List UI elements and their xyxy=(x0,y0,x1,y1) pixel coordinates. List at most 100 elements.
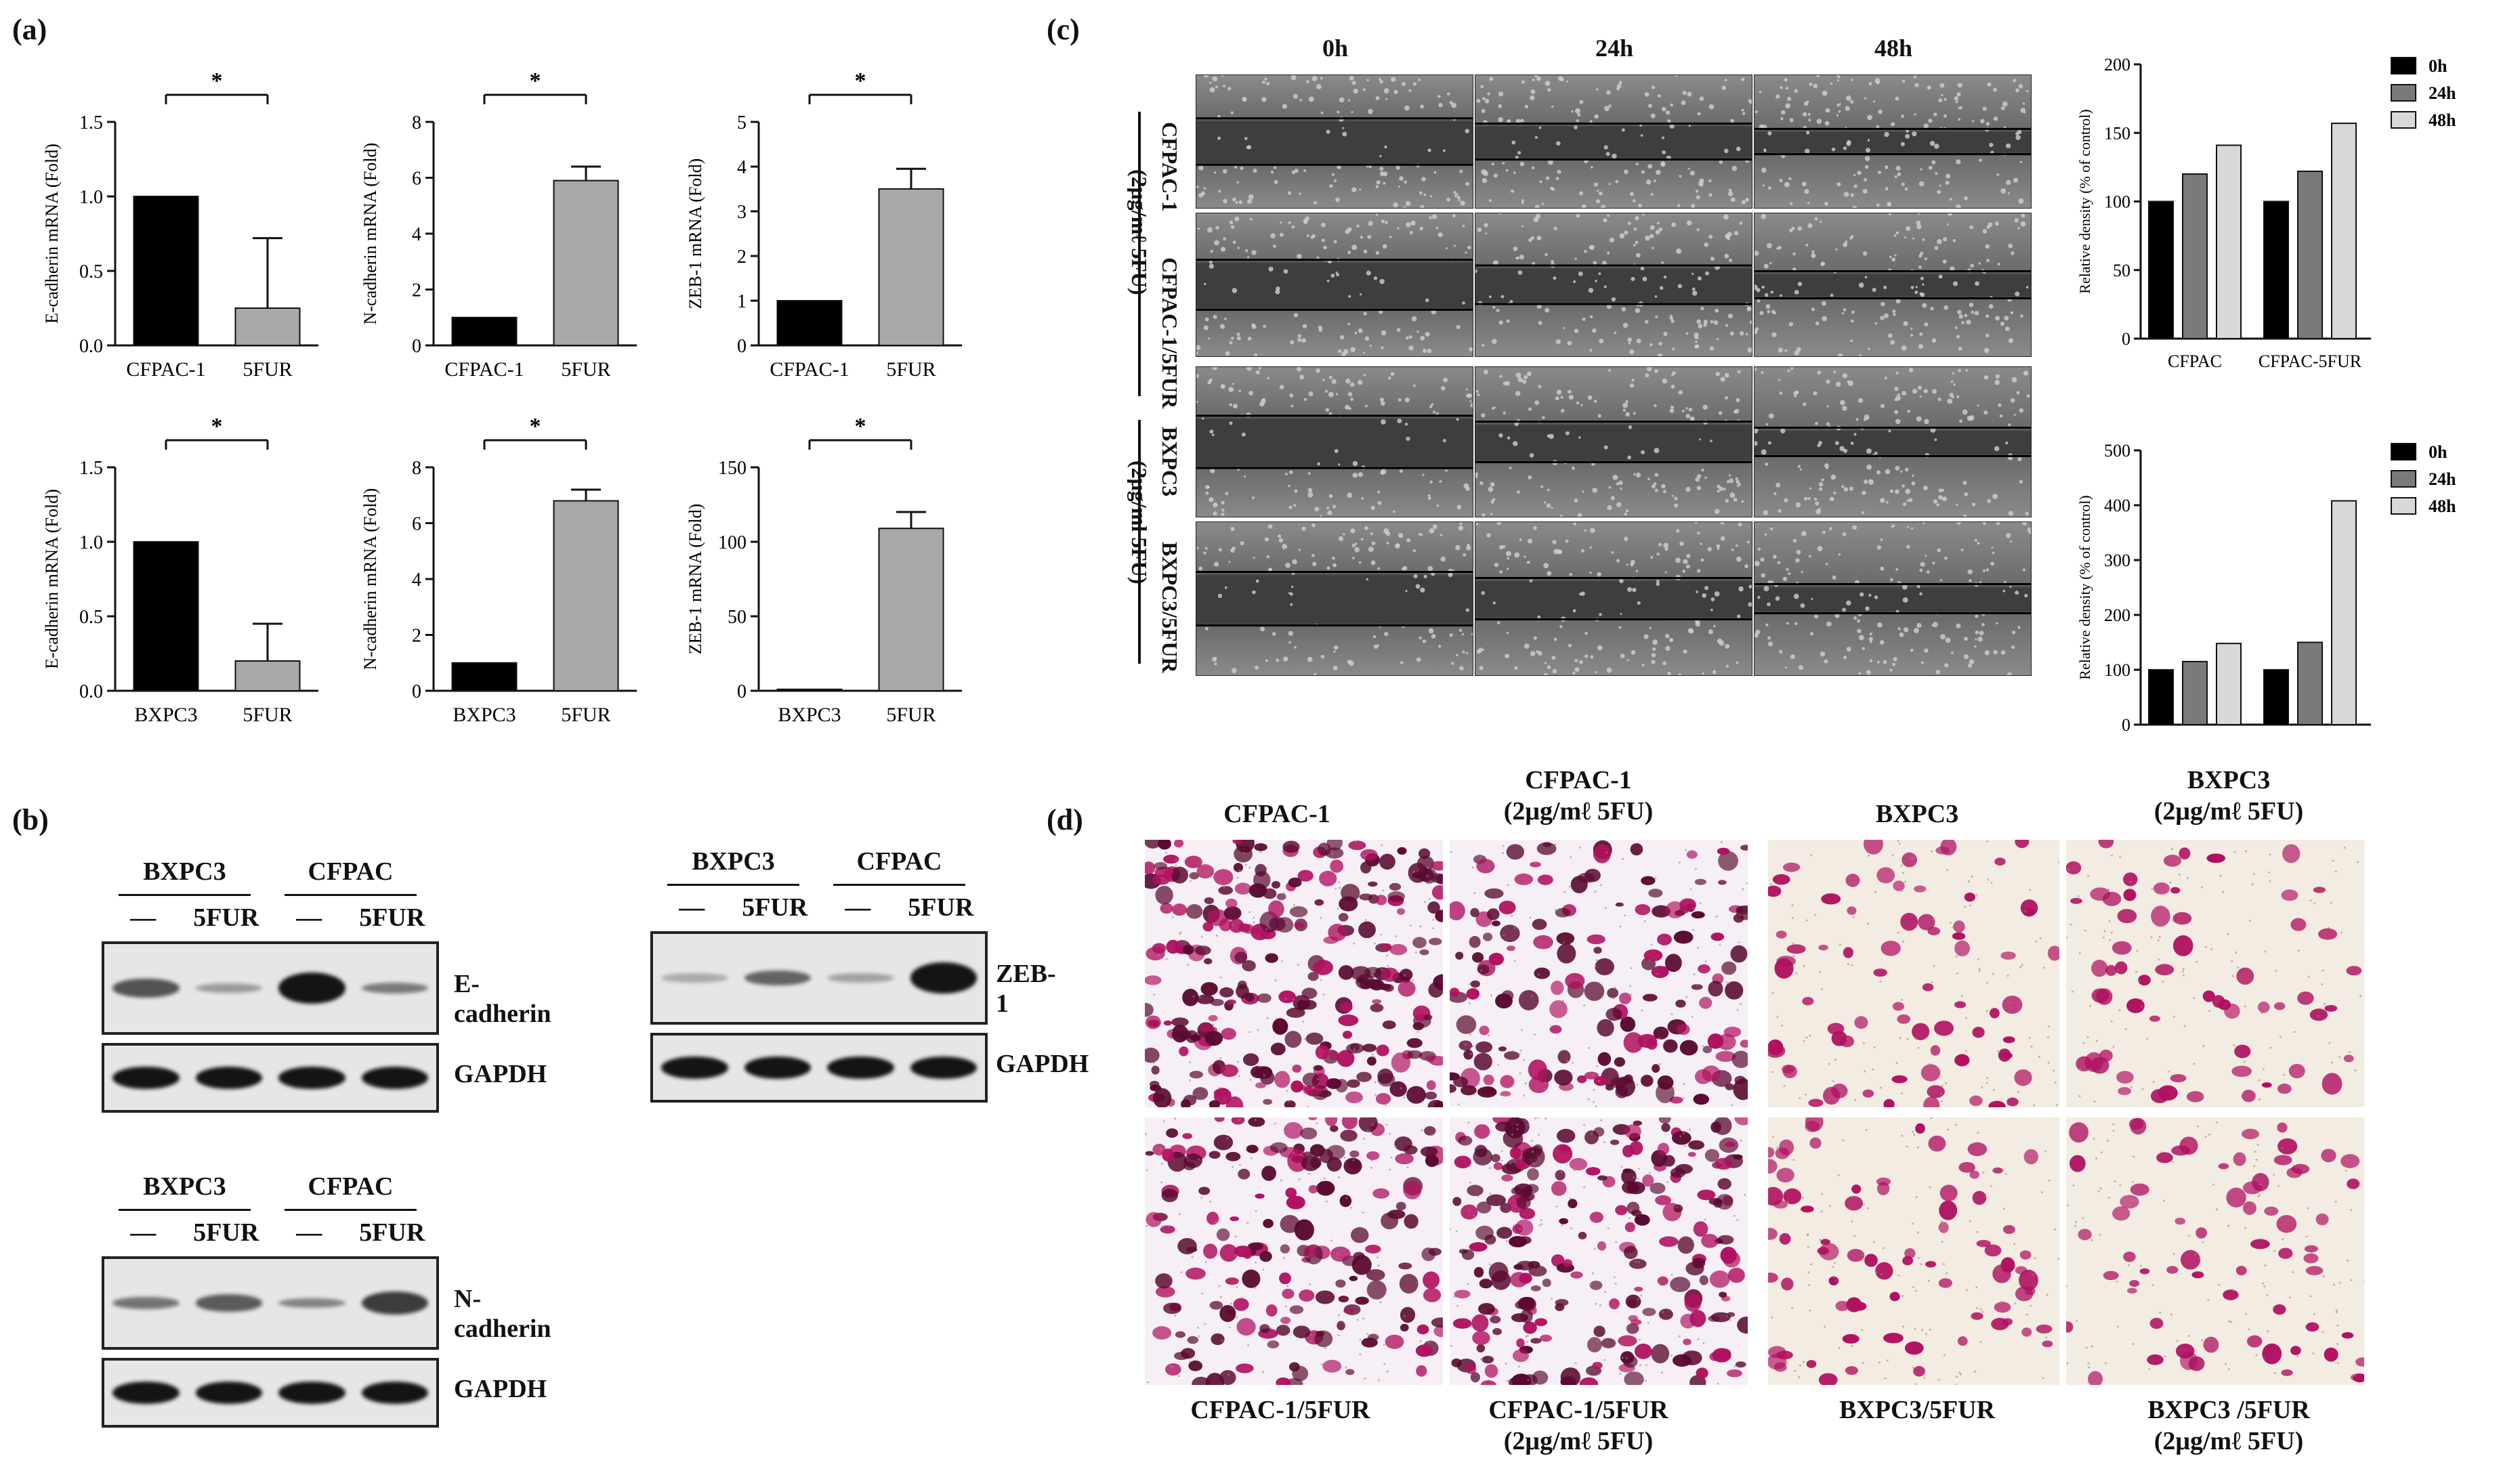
cell-dots xyxy=(1755,75,2031,208)
transwell-image-r0-c2 xyxy=(1768,840,2059,1107)
group1-bracket xyxy=(1138,112,1141,396)
wound-healing-grid: 0h 24h 48h xyxy=(1196,34,2032,691)
bar-CFPAC-5FUR-0h xyxy=(2263,200,2289,339)
band xyxy=(112,1381,180,1405)
lane-label: 5FUR xyxy=(359,903,425,932)
target-label: GAPDH xyxy=(454,1374,547,1403)
significance-star: * xyxy=(530,414,541,439)
legend-label: 24h xyxy=(2429,469,2456,489)
x-tick-label: CFPAC-5FUR xyxy=(2259,351,2362,371)
transwell-bottom-label-1: CFPAC-1/5FUR (2μg/mℓ 5FU) xyxy=(1488,1396,1668,1455)
y-tick-label: 50 xyxy=(2113,261,2130,280)
group1-treatment-label: (2μg/mℓ 5FU) xyxy=(1127,169,1152,295)
group-header: BXPC3 xyxy=(143,1172,226,1201)
x-tick-label: 5FUR xyxy=(886,704,936,726)
band xyxy=(361,1066,428,1090)
legend-label: 48h xyxy=(2429,496,2456,516)
bar-BXPC3-5FUR-24h xyxy=(2297,641,2323,725)
target-label: ZEB-1 xyxy=(996,960,1056,1018)
y-tick-label: 50 xyxy=(728,607,747,628)
x-tick-label: CFPAC-1 xyxy=(126,358,205,381)
y-tick-label: 500 xyxy=(2104,441,2130,461)
panel-a-charts: 0.0 0.5 1.0 1.5 E-cadherin mRNA (Fold) CFPAC-… xyxy=(42,68,962,726)
x-tick-label: BXPC3 xyxy=(134,704,197,726)
legend-swatch xyxy=(2391,84,2416,102)
y-tick-label: 6 xyxy=(412,514,421,535)
x-tick-label: 5FUR xyxy=(243,704,292,726)
y-tick-label: 2 xyxy=(412,280,421,301)
cell-dots xyxy=(1475,75,1752,208)
y-tick-label: 0 xyxy=(2122,329,2130,349)
band xyxy=(361,1291,428,1315)
lane-label: 5FUR xyxy=(908,893,974,922)
bar-CFPAC-24h xyxy=(2182,173,2208,339)
mrna-chart-5: 0 50 100 150 ZEB-1 mRNA (Fold) BXPC3 5FUR * xyxy=(686,414,962,726)
row-label-bxpc3-5fur: BXPC3/5FUR xyxy=(1158,542,1182,673)
transwell-panel: CFPAC-1 CFPAC-1 (2μg/mℓ 5FU) BXPC3 BXPC3… xyxy=(1125,766,2520,1473)
y-tick-label: 1.5 xyxy=(79,458,103,479)
legend-label: 0h xyxy=(2429,56,2448,76)
bar-5FUR xyxy=(878,528,944,692)
scratch-image-r3-c2 xyxy=(1754,521,2032,676)
band xyxy=(361,1381,428,1405)
y-tick-label: 1.5 xyxy=(79,112,103,133)
cell-dots xyxy=(1755,367,2031,517)
group-header: CFPAC xyxy=(308,857,394,886)
scratch-image-r0-c0 xyxy=(1196,74,1473,209)
band xyxy=(744,1056,811,1080)
transwell-top-label-3: BXPC3 (2μg/mℓ 5FU) xyxy=(2154,766,2304,826)
bar-5FUR xyxy=(553,179,619,346)
band xyxy=(112,1296,180,1310)
density-chart-1: 0 100 200 300 400 500 Relative density (% of c… xyxy=(2076,441,2456,738)
bar-BXPC3-48h xyxy=(2216,643,2242,725)
x-tick-label: 5FUR xyxy=(561,704,610,726)
legend-swatch xyxy=(2391,470,2416,488)
transwell-bottom-label-3: BXPC3 /5FUR (2μg/mℓ 5FU) xyxy=(2147,1396,2310,1455)
mrna-chart-3: 0.0 0.5 1.0 1.5 E-cadherin mRNA (Fold) BXPC3 5… xyxy=(42,414,318,726)
band xyxy=(278,1381,345,1405)
lane-label: — xyxy=(130,1218,156,1247)
scratch-image-grid xyxy=(1196,74,2032,691)
cell-dots xyxy=(1196,367,1473,517)
panel-letter-d: (d) xyxy=(1047,803,1083,836)
panel-letter-c: (c) xyxy=(1047,13,1080,46)
y-tick-label: 100 xyxy=(2104,192,2130,212)
bar-5FUR xyxy=(553,500,619,691)
lane-label: — xyxy=(296,1218,322,1247)
lane-label: — xyxy=(296,903,322,932)
y-tick-label: 0.0 xyxy=(79,336,103,357)
y-tick-label: 5 xyxy=(737,112,747,133)
y-tick-label: 100 xyxy=(2104,660,2130,680)
significance-star: * xyxy=(855,68,866,93)
y-tick-label: 8 xyxy=(412,458,421,479)
cell-dots xyxy=(1475,367,1752,517)
bar-CFPAC-1 xyxy=(451,316,518,346)
band xyxy=(910,1056,977,1080)
scratch-image-r0-c2 xyxy=(1754,74,2032,209)
scratch-image-r1-c2 xyxy=(1754,213,2032,357)
y-tick-label: 0 xyxy=(2122,715,2130,735)
y-tick-label: 1.0 xyxy=(79,532,103,553)
time-header-0h: 0h xyxy=(1322,35,1349,62)
legend-swatch xyxy=(2391,443,2416,461)
lane-label: — xyxy=(845,893,871,922)
band xyxy=(112,1066,180,1090)
group-header: CFPAC xyxy=(856,847,942,876)
bar-BXPC3 xyxy=(133,541,199,691)
transwell-image-r1-c3 xyxy=(2066,1117,2364,1385)
mrna-chart-4: 0 2 4 6 8 N-cadherin mRNA (Fold) BXPC3 5FUR * xyxy=(360,414,637,726)
y-tick-label: 0 xyxy=(737,336,747,357)
cell-dots xyxy=(1755,213,2031,356)
mrna-chart-0: 0.0 0.5 1.0 1.5 E-cadherin mRNA (Fold) CFPAC-… xyxy=(42,68,318,381)
significance-star: * xyxy=(530,68,541,93)
cell-dots xyxy=(1755,522,2031,675)
x-tick-label: 5FUR xyxy=(243,358,292,381)
target-label: GAPDH xyxy=(454,1059,547,1088)
y-tick-label: 2 xyxy=(737,247,747,268)
row-label-cfpac1-5fur: CFPAC-1/5FUR xyxy=(1158,257,1182,409)
y-axis-label: Relative density (% of control) xyxy=(2076,109,2093,293)
blot-membrane-GAPDH xyxy=(102,1043,439,1113)
stained-cells xyxy=(1145,840,1443,1107)
y-axis-label: Relative density (% of control) xyxy=(2076,495,2093,679)
row-label-bxpc3: BXPC3 xyxy=(1158,427,1182,497)
